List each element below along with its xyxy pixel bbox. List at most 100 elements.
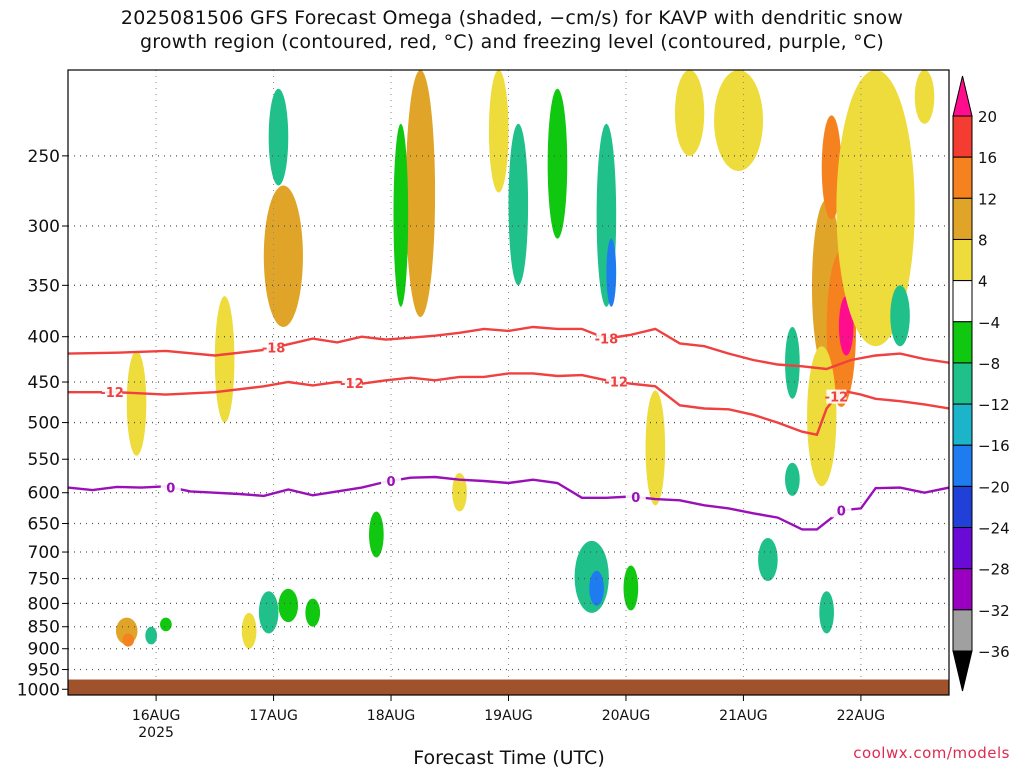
colorbar-label-0: 20	[978, 108, 997, 126]
omega-cell-39	[488, 70, 509, 193]
contour-label-0-1: -18	[595, 333, 619, 348]
y-tick-label-4: 450	[28, 373, 60, 393]
omega-cell-9	[268, 88, 289, 186]
x-tick-label-1: 17AUG	[249, 708, 298, 724]
colorbar-bin-6	[952, 362, 973, 405]
omega-cell-19	[623, 565, 639, 611]
contour-label-bg-1-0	[102, 385, 123, 400]
omega-cell-1	[122, 633, 135, 647]
ground-layer	[68, 679, 949, 695]
y-tick-label-2: 350	[28, 276, 60, 296]
contour-label-1-3: -12	[825, 391, 849, 406]
omega-cell-40	[714, 70, 764, 171]
contour-label-bg-1-3	[826, 389, 847, 404]
y-tick-label-13: 900	[28, 640, 60, 660]
colorbar-bin-11	[952, 568, 973, 611]
credit-link[interactable]: coolwx.com/models	[853, 744, 1010, 762]
pressure-axis: 2503003504004505005506006507007508008509…	[17, 147, 68, 700]
x-tick-label-5: 21AUG	[719, 708, 768, 724]
colorbar-bin-9	[952, 485, 973, 529]
colorbar-bottom-arrow	[952, 650, 973, 692]
y-tick-label-9: 700	[28, 543, 60, 563]
omega-cell-5	[278, 588, 299, 623]
colorbar-top-arrow	[952, 75, 973, 117]
colorbar-label-7: −12	[978, 396, 1010, 414]
y-tick-label-10: 750	[28, 570, 60, 590]
colorbar-label-13: −36	[978, 643, 1010, 661]
contour-label-2-3: 0	[837, 504, 846, 519]
contour-label-1-1: -12	[340, 377, 364, 392]
colorbar-bin-1	[952, 156, 973, 199]
ground-fill	[68, 679, 949, 695]
omega-cell-35	[914, 70, 935, 124]
plot-area: -18 -18 -12 -12 -12 -12 0 0 0 0	[68, 70, 949, 695]
omega-cell-7	[241, 612, 257, 649]
contour-label-1-2: -12	[604, 376, 628, 391]
y-tick-label-14: 950	[28, 661, 60, 681]
x-tick-label-4: 20AUG	[602, 708, 651, 724]
x-tick-label-6: 22AUG	[837, 708, 886, 724]
colorbar-label-9: −20	[978, 478, 1010, 496]
omega-cell-23	[821, 115, 842, 220]
omega-cell-12	[393, 123, 409, 307]
x-tick-label-3: 19AUG	[484, 708, 533, 724]
x-tick-label-0: 16AUG	[132, 708, 181, 724]
colorbar-bin-5	[952, 321, 973, 364]
omega-cell-31	[890, 285, 910, 347]
colorbar-label-10: −24	[978, 520, 1010, 538]
omega-cell-14	[547, 88, 568, 239]
contour-label-bg-2-0	[160, 480, 181, 495]
colorbar-bin-10	[952, 527, 973, 570]
omega-cell-8	[263, 185, 303, 327]
omega-cell-18	[589, 570, 604, 606]
y-tick-label-0: 250	[28, 147, 60, 167]
temperature-contours: -18 -18 -12 -12 -12 -12 0 0 0 0	[68, 325, 949, 531]
omega-cell-4	[258, 591, 279, 634]
omega-cell-36	[126, 350, 147, 456]
chart-title: 2025081506 GFS Forecast Omega (shaded, −…	[0, 6, 1024, 54]
colorbar-bin-3	[952, 238, 973, 282]
colorbar: 20 16 12 8 4 −4 −8 −12 −16 −20 −24 −28 −32 −36	[952, 75, 1010, 692]
contour-label-1-0: -12	[100, 386, 124, 401]
omega-cell-13	[508, 123, 529, 286]
contour-label-0-0: -18	[262, 342, 286, 357]
omega-cell-29	[819, 591, 834, 634]
colorbar-label-3: 8	[978, 231, 988, 249]
omega-cell-37	[369, 511, 384, 558]
y-tick-label-7: 600	[28, 484, 60, 504]
omega-cell-34	[758, 538, 778, 582]
y-tick-label-15: 1000	[17, 680, 60, 700]
contour-label-2-1: 0	[387, 475, 396, 490]
y-tick-label-12: 850	[28, 618, 60, 638]
omega-cell-3	[145, 626, 158, 645]
colorbar-label-4: 4	[978, 273, 988, 291]
y-tick-label-3: 400	[28, 328, 60, 348]
contour-line-2	[68, 475, 949, 531]
colorbar-label-8: −16	[978, 437, 1010, 455]
omega-cell-21	[674, 70, 705, 156]
contour-line-0	[68, 325, 949, 371]
x-tick-sublabel-0: 2025	[138, 725, 174, 741]
y-tick-label-5: 500	[28, 414, 60, 434]
colorbar-bin-2	[952, 197, 973, 240]
colorbar-label-1: 16	[978, 149, 997, 167]
omega-cell-30	[836, 70, 915, 347]
colorbar-bin-4	[952, 280, 973, 323]
omega-cell-28	[807, 346, 837, 487]
contour-label-bg-1-2	[606, 374, 627, 389]
omega-cell-20	[645, 390, 666, 506]
colorbar-bin-12	[952, 609, 973, 652]
contour-label-bg-2-3	[831, 503, 852, 518]
omega-cell-6	[305, 598, 321, 627]
contour-label-bg-0-0	[263, 340, 284, 355]
contour-label-bg-1-1	[341, 376, 362, 391]
omega-cell-11	[405, 70, 436, 317]
chart-title-line1: 2025081506 GFS Forecast Omega (shaded, −…	[120, 7, 904, 29]
y-tick-label-1: 300	[28, 217, 60, 237]
omega-cell-38	[452, 472, 467, 512]
contour-label-bg-2-2	[625, 490, 646, 505]
contour-label-bg-2-1	[381, 473, 402, 488]
y-tick-label-6: 550	[28, 450, 60, 470]
